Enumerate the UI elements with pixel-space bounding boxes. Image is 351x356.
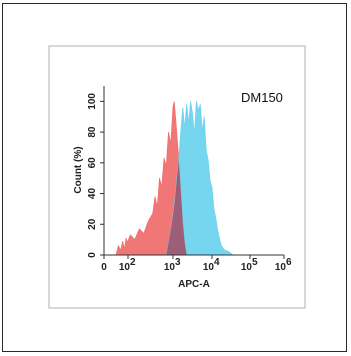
- x-tick-exponent-label: 2: [130, 257, 136, 268]
- sample-label: DM150: [241, 90, 283, 105]
- x-tick-label: 10: [203, 262, 215, 273]
- histogram-series-2: [165, 101, 234, 255]
- y-tick-label: 80: [87, 126, 98, 138]
- y-axis-title: Count (%): [73, 146, 84, 193]
- x-tick-label: 10: [119, 262, 131, 273]
- plot-panel-border: [48, 45, 306, 309]
- figure-frame: [2, 3, 347, 352]
- x-tick-exponent-label: 6: [286, 257, 292, 268]
- y-tick-label: 40: [87, 188, 98, 200]
- x-tick-exponent-label: 3: [175, 257, 181, 268]
- x-tick-label: 10: [164, 262, 176, 273]
- x-axis-title: APC-A: [178, 279, 210, 290]
- x-tick-label: 0: [101, 262, 107, 273]
- y-tick-label: 20: [87, 218, 98, 230]
- y-tick-label: 60: [87, 157, 98, 169]
- x-tick-label: 10: [241, 262, 253, 273]
- x-tick-exponent-label: 5: [252, 257, 258, 268]
- histogram-overlap: [166, 159, 187, 255]
- y-tick-label: 0: [87, 252, 98, 258]
- y-tick-label: 100: [87, 93, 98, 110]
- x-tick-exponent-label: 4: [214, 257, 220, 268]
- x-tick-label: 10: [275, 262, 287, 273]
